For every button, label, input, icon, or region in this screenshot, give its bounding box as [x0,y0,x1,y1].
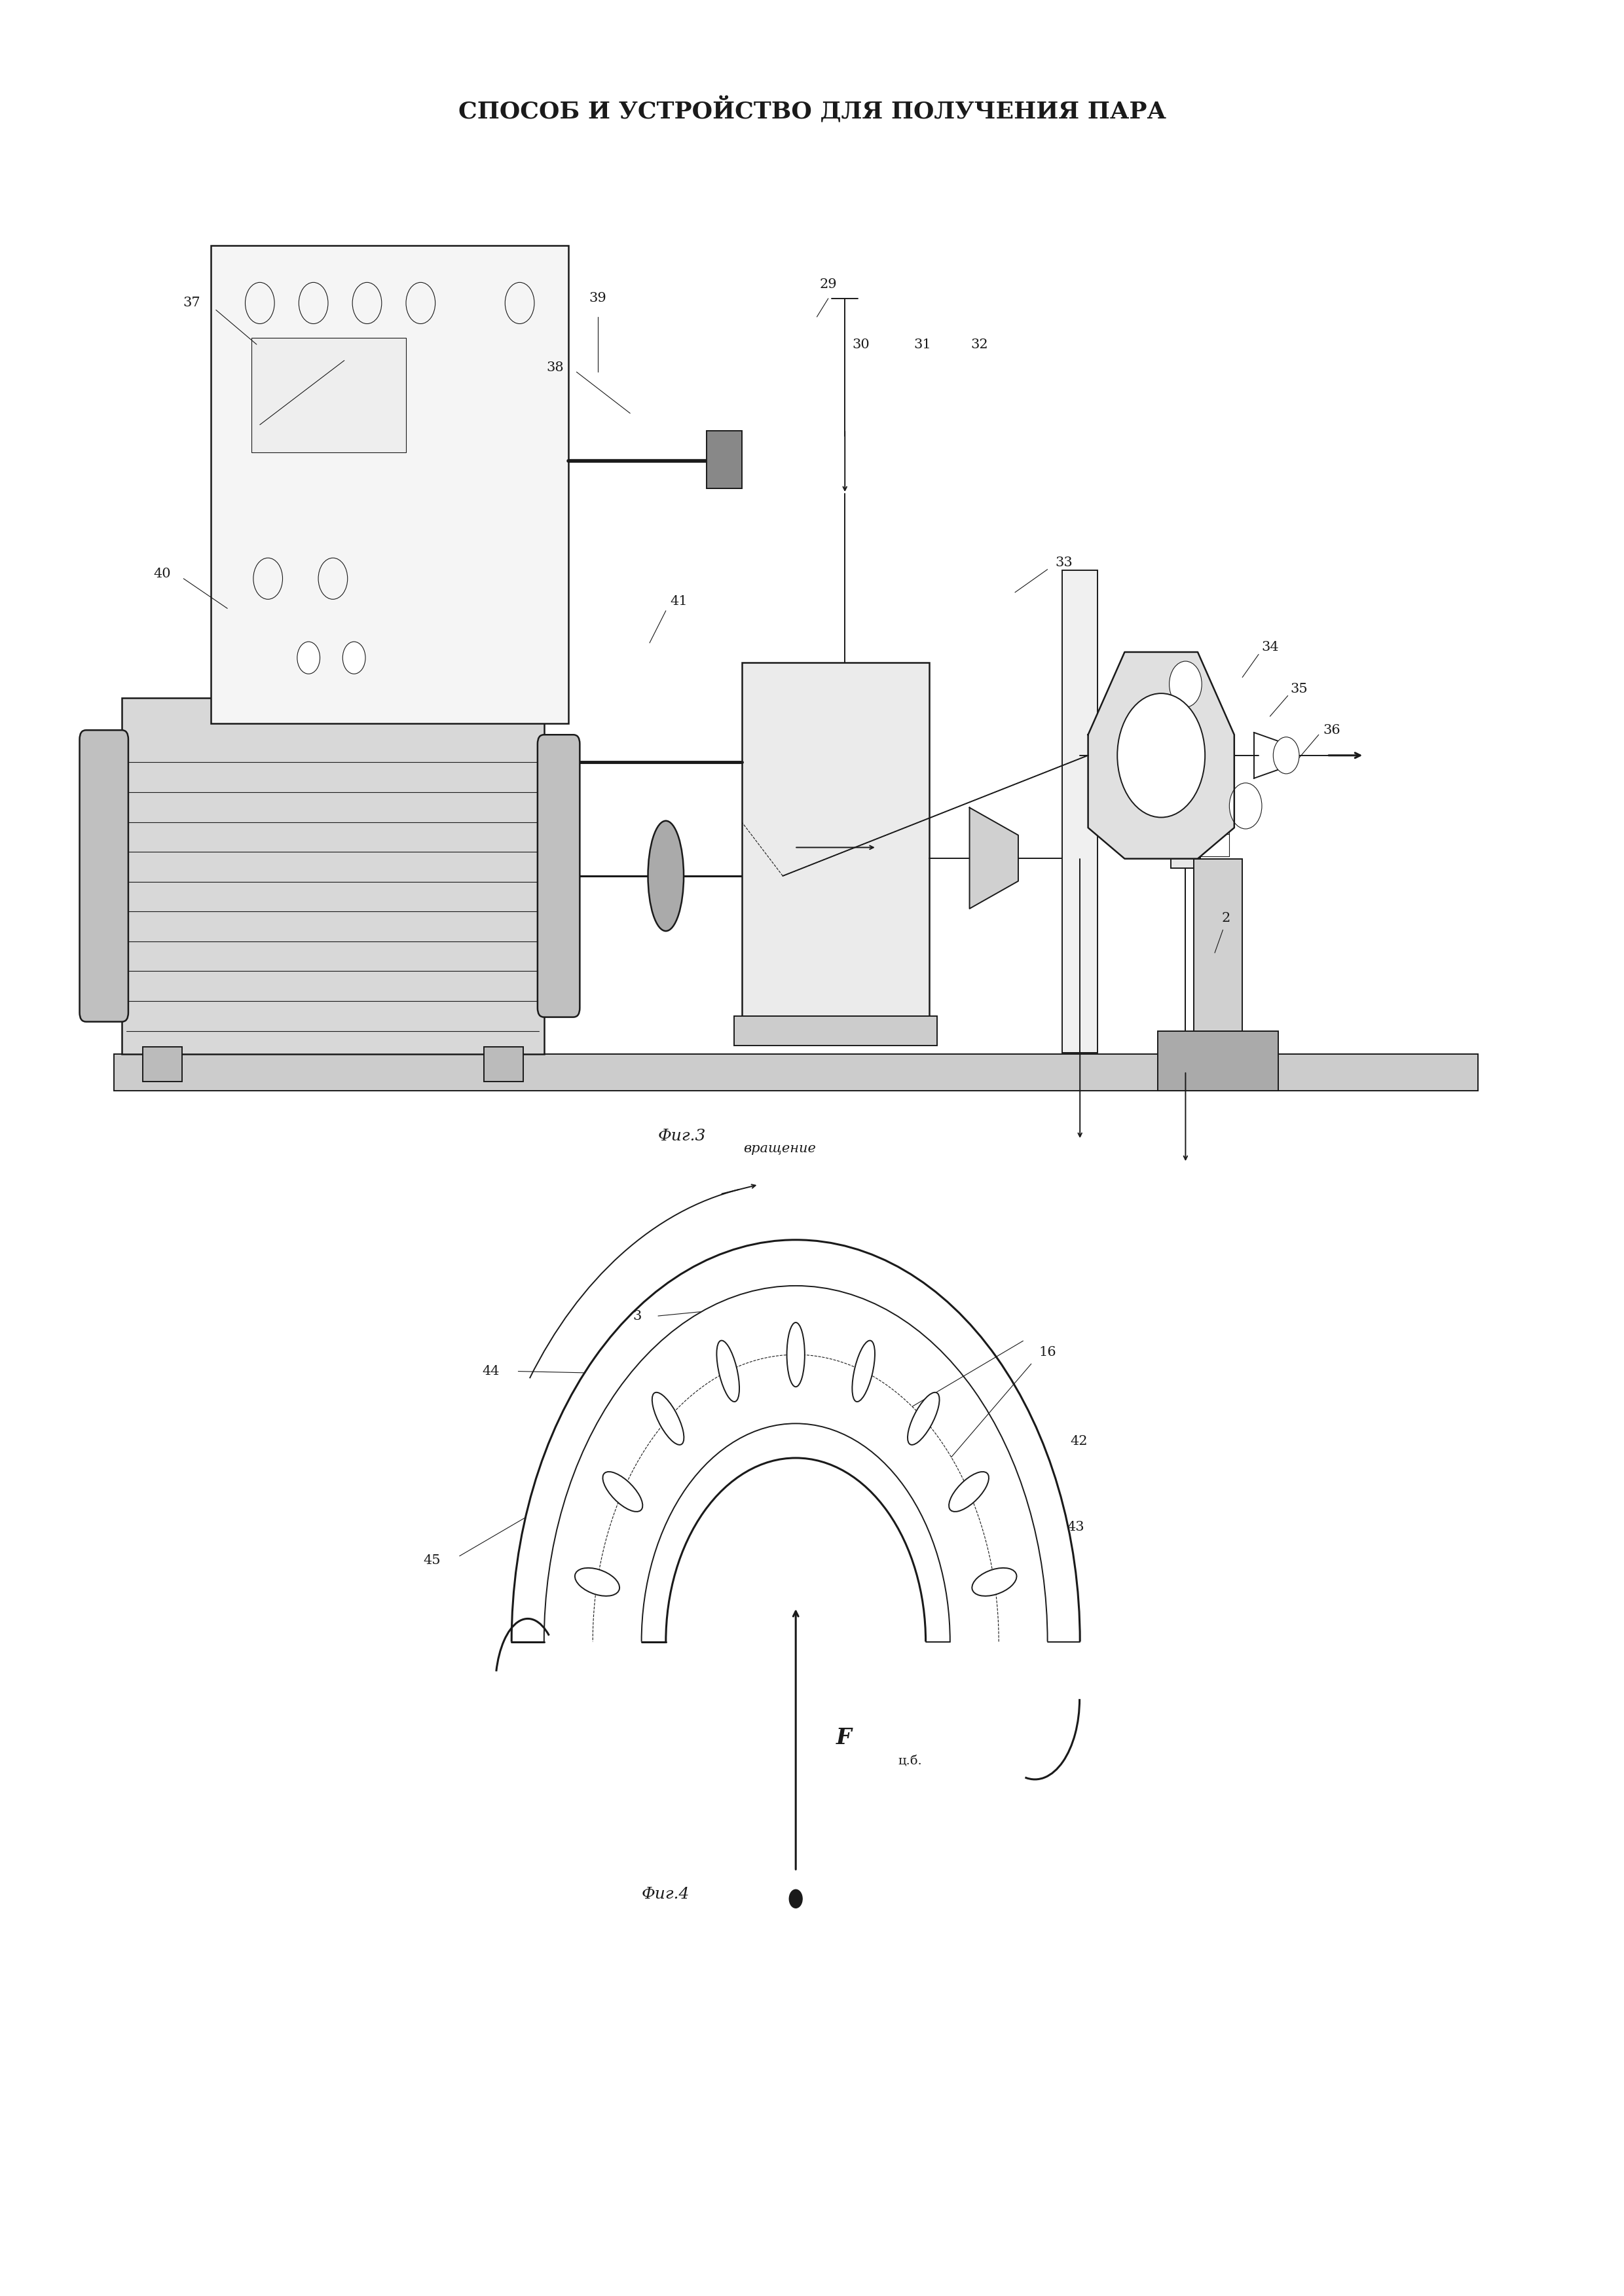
Text: 44: 44 [482,1366,499,1378]
Text: 34: 34 [1262,641,1278,654]
Text: 33: 33 [1056,556,1072,569]
Text: 36: 36 [1324,723,1340,737]
Text: 40: 40 [154,567,171,581]
Bar [1171,712,1200,868]
Text: 32: 32 [971,338,987,351]
Ellipse shape [948,1472,989,1511]
Ellipse shape [653,1391,684,1444]
Bar [114,1054,1478,1091]
Bar [1062,569,1098,1052]
Bar [484,1047,523,1081]
Bar [1158,1031,1278,1091]
Text: СПОСОБ И УСТРОЙСТВО ДЛЯ ПОЛУЧЕНИЯ ПАРА: СПОСОБ И УСТРОЙСТВО ДЛЯ ПОЛУЧЕНИЯ ПАРА [458,96,1166,124]
FancyBboxPatch shape [538,735,580,1017]
Polygon shape [1088,652,1234,859]
Text: 42: 42 [1070,1435,1088,1449]
Text: Фиг.4: Фиг.4 [641,1887,690,1901]
Bar [284,618,382,698]
Circle shape [1273,737,1299,774]
Circle shape [1117,693,1205,817]
Bar [143,1047,182,1081]
Text: 45: 45 [424,1554,440,1566]
Ellipse shape [575,1568,619,1596]
Text: 29: 29 [820,278,836,292]
Text: Фиг.3: Фиг.3 [658,1130,706,1143]
Bar [1194,859,1242,1054]
FancyBboxPatch shape [80,730,128,1022]
Ellipse shape [603,1472,643,1511]
Circle shape [1169,661,1202,707]
Text: ц.б.: ц.б. [898,1754,922,1768]
Text: 39: 39 [590,292,606,305]
Bar [211,246,568,723]
Bar [252,338,406,452]
Text: 41: 41 [671,595,687,608]
Text: F: F [836,1727,853,1750]
Ellipse shape [908,1391,939,1444]
Text: 2: 2 [1221,912,1231,925]
Ellipse shape [786,1322,806,1387]
Ellipse shape [716,1341,739,1401]
Bar [742,661,929,1017]
Text: 37: 37 [184,296,200,310]
Ellipse shape [648,820,684,930]
Text: 31: 31 [914,338,931,351]
Text: 16: 16 [1039,1345,1056,1359]
Bar [734,1015,937,1045]
Circle shape [297,641,320,673]
Bar [122,698,544,1054]
Circle shape [1229,783,1262,829]
Ellipse shape [973,1568,1017,1596]
Text: 43: 43 [1067,1520,1085,1534]
Text: 35: 35 [1291,682,1307,696]
Circle shape [343,641,365,673]
Text: 30: 30 [853,338,869,351]
Ellipse shape [853,1341,875,1401]
Circle shape [789,1890,802,1908]
Text: вращение: вращение [744,1143,815,1155]
Text: 38: 38 [547,360,564,374]
Bar [706,432,742,489]
Polygon shape [970,808,1018,909]
Text: 3: 3 [633,1309,641,1322]
